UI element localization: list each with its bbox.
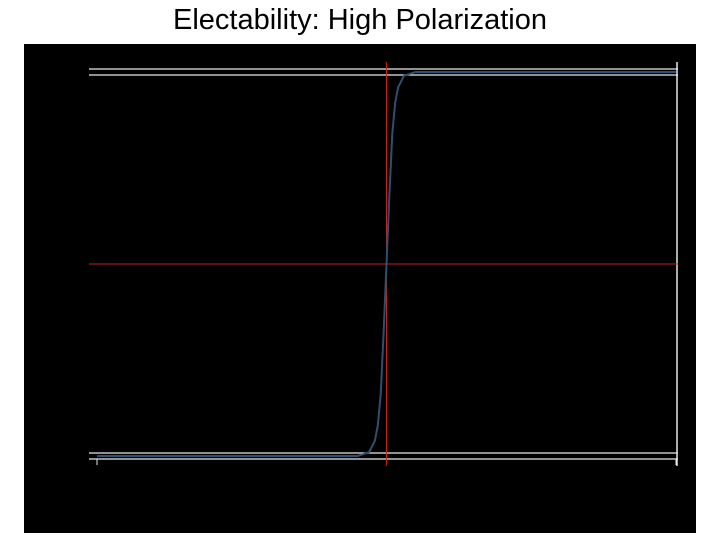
series-line-0 — [97, 71, 676, 457]
chart-area — [24, 44, 696, 533]
slide-title: Electability: High Polarization — [173, 4, 547, 36]
chart-plot — [89, 62, 678, 466]
